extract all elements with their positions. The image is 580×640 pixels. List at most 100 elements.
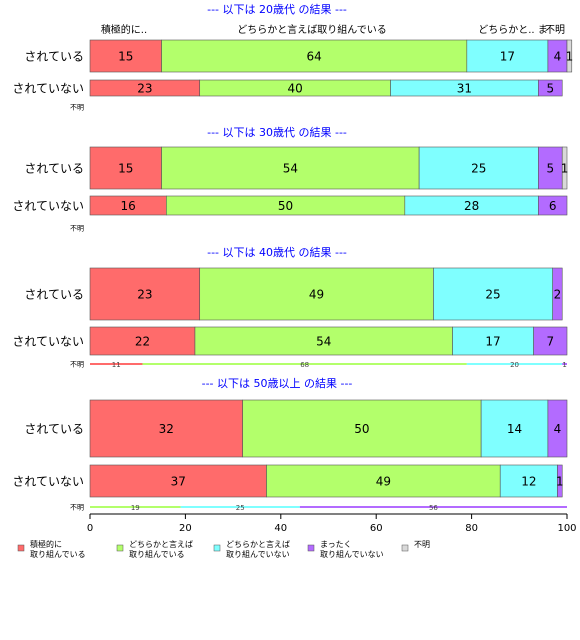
data-label: 16 [121, 199, 136, 213]
legend-label: どちらかと言えば取り組んでいない [226, 539, 290, 559]
x-tick-label: 20 [179, 523, 192, 534]
row-label: されていない [12, 199, 84, 213]
bar-segment [552, 267, 563, 321]
bar-segment [89, 464, 267, 498]
data-label: 2 [554, 288, 562, 302]
bar-segment [433, 267, 553, 321]
data-label: 5 [546, 82, 554, 96]
data-label: 49 [376, 475, 391, 489]
data-label: 37 [171, 475, 186, 489]
legend-label: 積極的に取り組んでいる [30, 539, 86, 559]
bar-segment [199, 267, 434, 321]
legend-label: まったく取り組んでいない [320, 540, 384, 559]
data-label: 54 [283, 162, 298, 176]
data-label: 4 [554, 50, 562, 64]
data-label: 1 [556, 475, 564, 489]
data-label: 14 [507, 422, 522, 436]
bar-segment [533, 326, 568, 356]
data-label: 20 [510, 361, 519, 369]
data-label: 1 [566, 50, 574, 64]
row-label: 不明 [70, 361, 84, 369]
bar-segment [89, 399, 243, 458]
row-label: されている [24, 288, 84, 302]
legend-label: どちらかと言えば取り組んでいる [129, 539, 193, 559]
row-label: されていない [12, 335, 84, 349]
data-label: 25 [485, 288, 500, 302]
bar-segment [538, 79, 563, 97]
bar-segment [562, 363, 567, 365]
header-label: どちらかと言えば取り組んでいる [237, 23, 387, 36]
data-label: 25 [471, 162, 486, 176]
data-label: 28 [464, 199, 479, 213]
data-label: 22 [135, 335, 150, 349]
data-label: 54 [316, 335, 331, 349]
bar-segment [89, 326, 196, 356]
bar-segment [547, 399, 568, 458]
data-label: 31 [457, 82, 472, 96]
bar-segment [180, 506, 300, 508]
panel-title: --- 以下は 50歳以上 の結果 --- [202, 376, 353, 390]
bar-segment [566, 39, 573, 73]
data-label: 49 [309, 288, 324, 302]
legend-swatch [307, 544, 315, 552]
bar-segment [466, 39, 549, 73]
bar-segment [142, 363, 467, 365]
x-tick-label: 80 [465, 523, 478, 534]
bar-segment [161, 146, 420, 190]
x-tick-label: 100 [557, 523, 576, 534]
data-label: 19 [131, 504, 140, 512]
bar-segment [266, 464, 501, 498]
bar-segment [480, 399, 549, 458]
bar-segment [90, 363, 143, 365]
data-label: 15 [118, 50, 133, 64]
bar-segment [89, 146, 162, 190]
bar-segment [557, 464, 563, 498]
bar-segment [499, 464, 558, 498]
data-label: 6 [549, 199, 557, 213]
row-label: 不明 [70, 504, 84, 512]
data-label: 32 [159, 422, 174, 436]
legend-swatch [213, 544, 221, 552]
data-label: 23 [137, 288, 152, 302]
bar-segment [561, 146, 568, 190]
data-label: 11 [112, 361, 121, 369]
legend-swatch [401, 544, 409, 552]
bar-segment [418, 146, 539, 190]
row-label: されている [24, 50, 84, 64]
data-label: 68 [300, 361, 309, 369]
header-label: どちらかと.. ま [478, 24, 548, 36]
row-label: されている [24, 162, 84, 176]
bar-segment [90, 506, 181, 508]
legend-swatch [17, 544, 25, 552]
data-label: 17 [500, 50, 515, 64]
row-label: されていない [12, 82, 84, 96]
legend-label: 不明 [414, 540, 430, 549]
panel-title: --- 以下は 20歳代 の結果 --- [207, 2, 347, 16]
x-tick-label: 0 [87, 523, 93, 534]
data-label: 25 [236, 504, 245, 512]
data-label: 7 [546, 335, 554, 349]
row-label: 不明 [70, 225, 84, 233]
data-label: 12 [521, 475, 536, 489]
data-label: 5 [546, 162, 554, 176]
header-label: 不明 [545, 24, 565, 36]
data-label: 1 [562, 361, 566, 369]
panel-title: --- 以下は 40歳代 の結果 --- [207, 245, 347, 259]
bar-segment [466, 363, 563, 365]
row-label: されている [24, 422, 84, 436]
bar-segment [299, 506, 567, 508]
bar-segment [89, 39, 162, 73]
data-label: 1 [561, 162, 569, 176]
data-label: 64 [307, 50, 322, 64]
data-label: 56 [429, 504, 438, 512]
row-label: 不明 [70, 104, 84, 112]
data-label: 17 [485, 335, 500, 349]
data-label: 4 [554, 422, 562, 436]
bar-segment [452, 326, 534, 356]
data-label: 50 [354, 422, 369, 436]
data-label: 15 [118, 162, 133, 176]
x-tick-label: 60 [370, 523, 383, 534]
data-label: 40 [287, 82, 302, 96]
